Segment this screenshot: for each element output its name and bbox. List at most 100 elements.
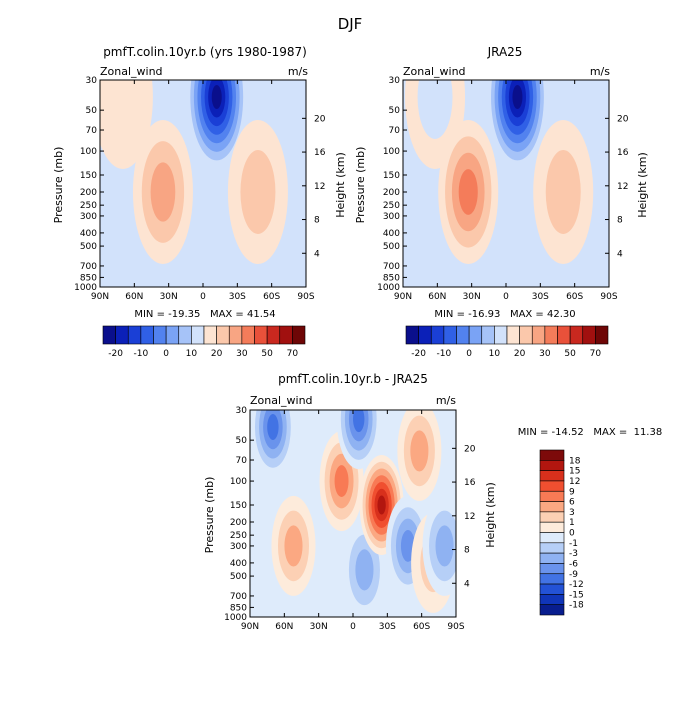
y-tick-label: 250 [383, 201, 400, 211]
y2-tick-label: 4 [617, 249, 623, 259]
colorbar-swatch [539, 563, 565, 575]
panel-title: pmfT.colin.10yr.b - JRA25 [278, 372, 428, 386]
x-tick-label: 90N [394, 292, 412, 302]
colorbar-swatch [539, 511, 565, 523]
x-tick-label: 30S [532, 292, 549, 302]
units-label: m/s [590, 65, 610, 78]
colorbar-label: 70 [287, 349, 299, 359]
y2-tick-label: 16 [314, 148, 326, 158]
y-tick-label: 300 [230, 542, 247, 552]
colorbar-swatch [292, 325, 306, 345]
x-tick-label: 90N [91, 292, 109, 302]
field-label: Zonal_wind [100, 65, 163, 78]
colorbar-label: 6 [569, 498, 575, 508]
colorbar-swatch [539, 490, 565, 502]
colorbar-swatch [494, 325, 508, 345]
y-tick-label: 200 [230, 518, 247, 528]
contour-fill-5-6 [377, 495, 386, 515]
x-tick-label: 0 [503, 292, 509, 302]
plot-area: 90N 60N 30N 0 30S 60S 90S 30 50 70 100 150 200 250300… [74, 76, 326, 302]
x-tick-label: 30N [160, 292, 178, 302]
colorbar-swatch [539, 583, 565, 595]
colorbar-label: 12 [569, 477, 580, 487]
y-tick-label: 100 [383, 147, 400, 157]
units-label: m/s [436, 394, 456, 407]
units-label: m/s [288, 65, 308, 78]
panel-reanalysis: JRA25 Zonal_wind m/s 90N 60N 30N 0 30S 60S 90S… [354, 45, 649, 359]
colorbar-swatch [539, 573, 565, 585]
x-tick-label: 60S [413, 622, 430, 632]
colorbar-swatch [443, 325, 457, 345]
y2-tick-label: 12 [617, 182, 628, 192]
contour-fill-1-2 [150, 162, 176, 222]
min-label: MIN = -19.35 [134, 309, 200, 320]
y2-tick-label: 20 [617, 114, 629, 124]
panel-model: pmfT.colin.10yr.b (yrs 1980-1987) Zonal_… [52, 45, 347, 359]
contour-fill-2-3 [334, 465, 349, 497]
colorbar-label: 0 [466, 349, 472, 359]
colorbar-swatch [539, 501, 565, 513]
y-tick-label: 500 [230, 572, 247, 582]
x-tick-label: 30S [379, 622, 396, 632]
colorbar-swatch [165, 325, 180, 345]
x-tick-label: 90S [600, 292, 617, 302]
colorbar-label: 3 [569, 508, 575, 518]
colorbar-swatch [228, 325, 243, 345]
colorbar-swatch [557, 325, 571, 345]
panel-title: JRA25 [487, 45, 523, 59]
colorbar-label: 30 [539, 349, 551, 359]
colorbar-swatch [539, 594, 565, 605]
y2-tick-label: 20 [464, 444, 476, 454]
panel-difference: pmfT.colin.10yr.b - JRA25 Zonal_wind m/s… [203, 372, 662, 632]
contour-fill-2-7 [512, 84, 523, 109]
x-tick-label: 60S [263, 292, 280, 302]
y-tick-label: 850 [80, 273, 97, 283]
colorbar-label: -1 [569, 539, 578, 549]
y-tick-label: 200 [383, 188, 400, 198]
max-label: MAX = 41.54 [210, 309, 276, 320]
contour-fill-1-2 [284, 525, 303, 567]
y-tick-label: 70 [389, 126, 401, 136]
min-label: MIN = -16.93 [434, 309, 500, 320]
y-tick-label: 300 [80, 212, 97, 222]
colorbar-label: -9 [569, 570, 578, 580]
y2-tick-label: 8 [314, 216, 320, 226]
y-tick-label: 500 [383, 242, 400, 252]
contour-fill-3-4 [353, 410, 365, 433]
x-tick-label: 90S [297, 292, 314, 302]
y-tick-label: 1000 [377, 283, 400, 293]
colorbar: -20 -10 0 10 20 30 50 70 [102, 325, 306, 359]
y2-tick-label: 16 [464, 478, 476, 488]
x-tick-label: 60N [428, 292, 446, 302]
y2-tick-label: 4 [464, 579, 470, 589]
colorbar-label: 20 [211, 349, 223, 359]
y-tick-label: 300 [383, 212, 400, 222]
y-tick-label: 400 [80, 229, 97, 239]
y-tick-label: 1000 [74, 283, 97, 293]
y-tick-label: 50 [86, 106, 98, 116]
colorbar-swatch [539, 470, 565, 482]
colorbar-swatch [241, 325, 255, 345]
contour-fill-1-3 [458, 169, 478, 215]
colorbar-label: -12 [569, 580, 584, 590]
y-tick-label: 30 [236, 406, 248, 416]
colorbar-swatch [569, 325, 584, 345]
y-tick-label: 100 [230, 477, 247, 487]
colorbar-label: 10 [186, 349, 198, 359]
colorbar-label: 20 [514, 349, 526, 359]
min-max-label: MIN = -16.93 MAX = 42.30 [434, 309, 575, 320]
y-tick-label: 250 [80, 201, 97, 211]
y-axis-label: Pressure (mb) [203, 477, 216, 554]
colorbar-label: -18 [569, 601, 584, 611]
x-tick-label: 60S [566, 292, 583, 302]
x-tick-label: 90S [447, 622, 464, 632]
y2-axis-label: Height (km) [334, 152, 347, 218]
colorbar-label: 0 [569, 529, 575, 539]
colorbar-swatch [595, 325, 609, 345]
y-tick-label: 500 [80, 242, 97, 252]
contour-fill-7-2 [410, 430, 429, 472]
colorbar-swatch [539, 449, 565, 461]
y2-tick-label: 4 [314, 249, 320, 259]
colorbar-swatch [430, 325, 445, 345]
